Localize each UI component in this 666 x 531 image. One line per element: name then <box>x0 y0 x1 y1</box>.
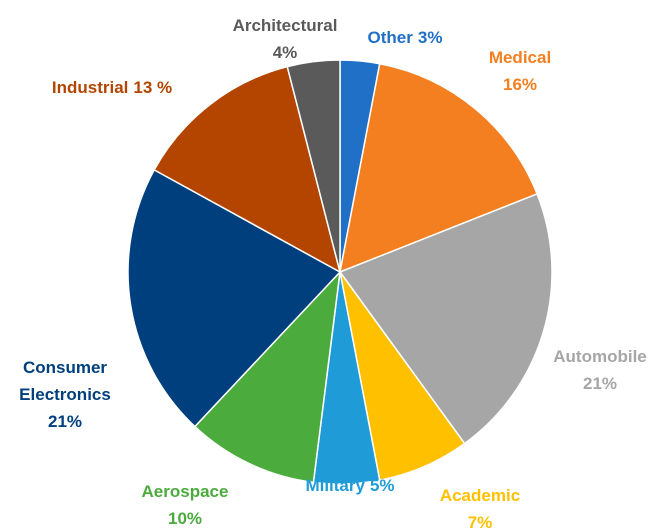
slice-label: Automobile 21% <box>530 343 666 397</box>
pie-slice <box>339 62 539 274</box>
pie-slice <box>127 168 342 428</box>
value-label: 21% <box>582 374 618 393</box>
pie-slice <box>153 65 342 274</box>
slice-label: Other 3% <box>325 24 485 51</box>
slice-label: Architectural 4% <box>210 12 360 66</box>
category-label: Architectural <box>232 16 338 35</box>
category-label: Aerospace <box>141 482 229 501</box>
pie-slice <box>286 59 341 273</box>
category-label: Academic <box>439 486 521 505</box>
value-label: 5% <box>369 476 395 495</box>
pie-slice <box>193 269 342 484</box>
slice-label: Industrial 13 % <box>12 74 212 101</box>
slice-label: Academic 7% <box>420 482 540 531</box>
value-label: 10% <box>167 509 203 528</box>
value-label: 7% <box>467 513 493 531</box>
value-label: 13 % <box>133 78 173 97</box>
slice-label: Consumer Electronics 21% <box>10 354 120 435</box>
category-label: Industrial <box>51 78 129 97</box>
slice-label: Military 5% <box>270 472 430 499</box>
category-label: Other <box>367 28 413 47</box>
category-label: Consumer Electronics <box>19 358 111 404</box>
value-label: 3% <box>417 28 443 47</box>
pie-slice <box>338 192 553 445</box>
category-label: Automobile <box>553 347 647 366</box>
value-label: 21% <box>47 412 83 431</box>
category-label: Medical <box>488 48 552 67</box>
value-label: 16% <box>502 75 538 94</box>
category-label: Military <box>305 476 365 495</box>
slice-label: Medical 16% <box>460 44 580 98</box>
slice-label: Aerospace 10% <box>120 478 250 531</box>
value-label: 4% <box>272 43 298 62</box>
